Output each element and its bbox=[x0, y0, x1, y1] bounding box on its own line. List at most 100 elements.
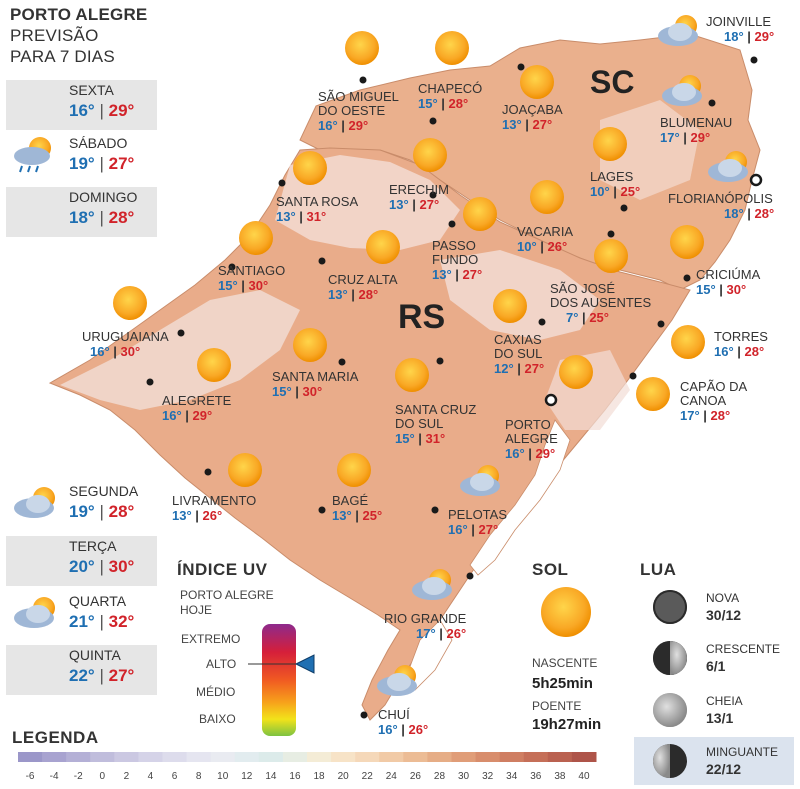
legend-tick-label: 30 bbox=[457, 771, 470, 782]
city-label-caxias-do-sul: CAXIAS DO SUL 12° | 27° bbox=[494, 332, 545, 376]
cool-region-sc bbox=[600, 100, 700, 200]
moon-phase-date: 30/12 bbox=[706, 607, 742, 623]
city-label-chapeco: CHAPECÓ 15° | 28° bbox=[418, 81, 483, 111]
city-name-line2: DO SUL bbox=[395, 416, 444, 431]
city-label-joacaba: JOAÇABA 13° | 27° bbox=[502, 102, 563, 132]
legend-color-swatch bbox=[451, 752, 477, 762]
city-label-torres: TORRES 16° | 28° bbox=[714, 329, 768, 359]
forecast-min-temp: 22° bbox=[69, 666, 95, 685]
forecast-day-name: DOMINGO bbox=[69, 189, 138, 205]
forecast-max-temp: 32° bbox=[108, 612, 135, 631]
legend-tick-label: 32 bbox=[482, 771, 494, 782]
moon-phase-card: NOVA 30/12 bbox=[634, 583, 794, 631]
forecast-min-temp: 20° bbox=[69, 557, 95, 576]
city-label-capao-da-canoa: CAPÃO DA CANOA 17° | 28° bbox=[680, 379, 748, 423]
forecast-min-temp: 19° bbox=[69, 154, 95, 173]
city-name: CHUÍ bbox=[378, 707, 410, 722]
map-cloud-icons bbox=[377, 15, 748, 696]
forecast-day-name: SEXTA bbox=[69, 82, 114, 98]
forecast-day-card: DOMINGO 18° | 28° bbox=[6, 187, 157, 237]
city-name: SANTIAGO bbox=[218, 263, 286, 278]
forecast-day-name: SEGUNDA bbox=[69, 483, 139, 499]
city-label-vacaria: VACARIA 10° | 26° bbox=[517, 224, 574, 254]
city-min-temp: 18° bbox=[724, 29, 744, 44]
legend-color-swatch bbox=[162, 752, 188, 762]
city-name: CHAPECÓ bbox=[418, 81, 483, 96]
city-name-line2: DO SUL bbox=[494, 346, 543, 361]
city-max-temp: 25° bbox=[362, 508, 383, 523]
city-name: SANTA ROSA bbox=[276, 194, 359, 209]
city-name: CAPÃO DA bbox=[680, 379, 748, 394]
uv-gradient-bar bbox=[262, 624, 296, 736]
sunset-time: 19h27min bbox=[532, 716, 602, 733]
forecast-day-card: QUINTA 22° | 27° bbox=[6, 645, 157, 695]
legend-tick-label: 2 bbox=[123, 771, 130, 782]
city-name-line2: DO OESTE bbox=[318, 103, 386, 118]
page-header: PORTO ALEGRE PREVISÃO PARA 7 DIAS bbox=[10, 4, 147, 67]
legend-tick-label: 40 bbox=[578, 771, 590, 782]
porto-alegre-marker bbox=[544, 393, 558, 407]
city-max-temp: 29° bbox=[192, 408, 213, 423]
legend-color-swatch bbox=[114, 752, 139, 762]
city-max-temp: 26° bbox=[408, 722, 429, 737]
city-name-line2: FUNDO bbox=[432, 252, 479, 267]
city-max-temp: 25° bbox=[589, 310, 609, 325]
forecast-max-temp: 30° bbox=[108, 557, 135, 576]
moon-phase-date: 6/1 bbox=[706, 658, 726, 674]
legend-tick-label: -6 bbox=[25, 771, 35, 782]
uv-level-medio: MÉDIO bbox=[196, 685, 236, 699]
forecast-day-name: QUINTA bbox=[69, 647, 121, 663]
legend-tick-label: 22 bbox=[361, 771, 373, 782]
forecast-day-card: TERÇA 20° | 30° bbox=[6, 536, 157, 586]
city-max-temp: 27° bbox=[419, 197, 440, 212]
city-min-temp: 17° bbox=[680, 408, 700, 423]
city-max-temp: 28° bbox=[744, 344, 765, 359]
city-max-temp: 30° bbox=[302, 384, 323, 399]
city-label-criciuma: CRICIÚMA 15° | 30° bbox=[696, 267, 761, 297]
city-label-santa-rosa: SANTA ROSA 13° | 31° bbox=[276, 194, 359, 224]
legend-color-swatch bbox=[523, 752, 549, 762]
city-min-temp: 16° bbox=[448, 522, 468, 537]
uv-subtitle-2: HOJE bbox=[180, 603, 213, 617]
forecast-max-temp: 27° bbox=[108, 154, 135, 173]
city-name: JOINVILLE bbox=[706, 14, 772, 29]
legend-color-swatch bbox=[186, 752, 212, 762]
city-min-temp: 13° bbox=[432, 267, 452, 282]
legend-tick-label: 24 bbox=[385, 771, 397, 782]
legend-color-swatch bbox=[18, 752, 43, 762]
city-label-cruz-alta: CRUZ ALTA 13° | 28° bbox=[328, 272, 398, 302]
city-max-temp: 28° bbox=[448, 96, 469, 111]
legend-tick-label: 20 bbox=[337, 771, 349, 782]
legend-color-swatch bbox=[475, 752, 501, 762]
moon-phase-name: MINGUANTE bbox=[706, 745, 778, 759]
legend-tick-label: 16 bbox=[289, 771, 301, 782]
legend-color-swatch bbox=[42, 752, 67, 762]
city-min-temp: 15° bbox=[395, 431, 415, 446]
city-max-temp: 27° bbox=[478, 522, 499, 537]
lagoa-dos-patos bbox=[469, 419, 571, 576]
city-name: SÃO JOSÉ bbox=[550, 281, 616, 296]
city-label-santiago: SANTIAGO 15° | 30° bbox=[218, 263, 286, 293]
city-min-temp: 12° bbox=[494, 361, 514, 376]
city-min-temp: 17° bbox=[416, 626, 436, 641]
legend-title: LEGENDA bbox=[12, 728, 99, 747]
city-min-temp: 13° bbox=[502, 117, 522, 132]
city-label-uruguaiana: URUGUAIANA 16° | 30° bbox=[82, 329, 169, 359]
city-label-chui: CHUÍ 16° | 26° bbox=[378, 707, 429, 737]
legend-color-swatch bbox=[210, 752, 236, 762]
city-max-temp: 30° bbox=[726, 282, 747, 297]
forecast-max-temp: 29° bbox=[108, 101, 135, 120]
uv-level-extremo: EXTREMO bbox=[181, 632, 241, 646]
city-name: FLORIANÓPOLIS bbox=[668, 191, 773, 206]
map-sun-icons bbox=[113, 31, 705, 487]
city-markers bbox=[146, 56, 758, 719]
city-min-temp: 13° bbox=[276, 209, 296, 224]
city-name: ALEGRETE bbox=[162, 393, 232, 408]
moon-phase-date: 22/12 bbox=[706, 761, 742, 777]
forecast-min-temp: 16° bbox=[69, 101, 95, 120]
city-name: TORRES bbox=[714, 329, 768, 344]
legend-color-swatch bbox=[90, 752, 115, 762]
legend-tick-label: 10 bbox=[217, 771, 229, 782]
city-min-temp: 16° bbox=[318, 118, 338, 133]
city-name-line2: DOS AUSENTES bbox=[550, 295, 652, 310]
